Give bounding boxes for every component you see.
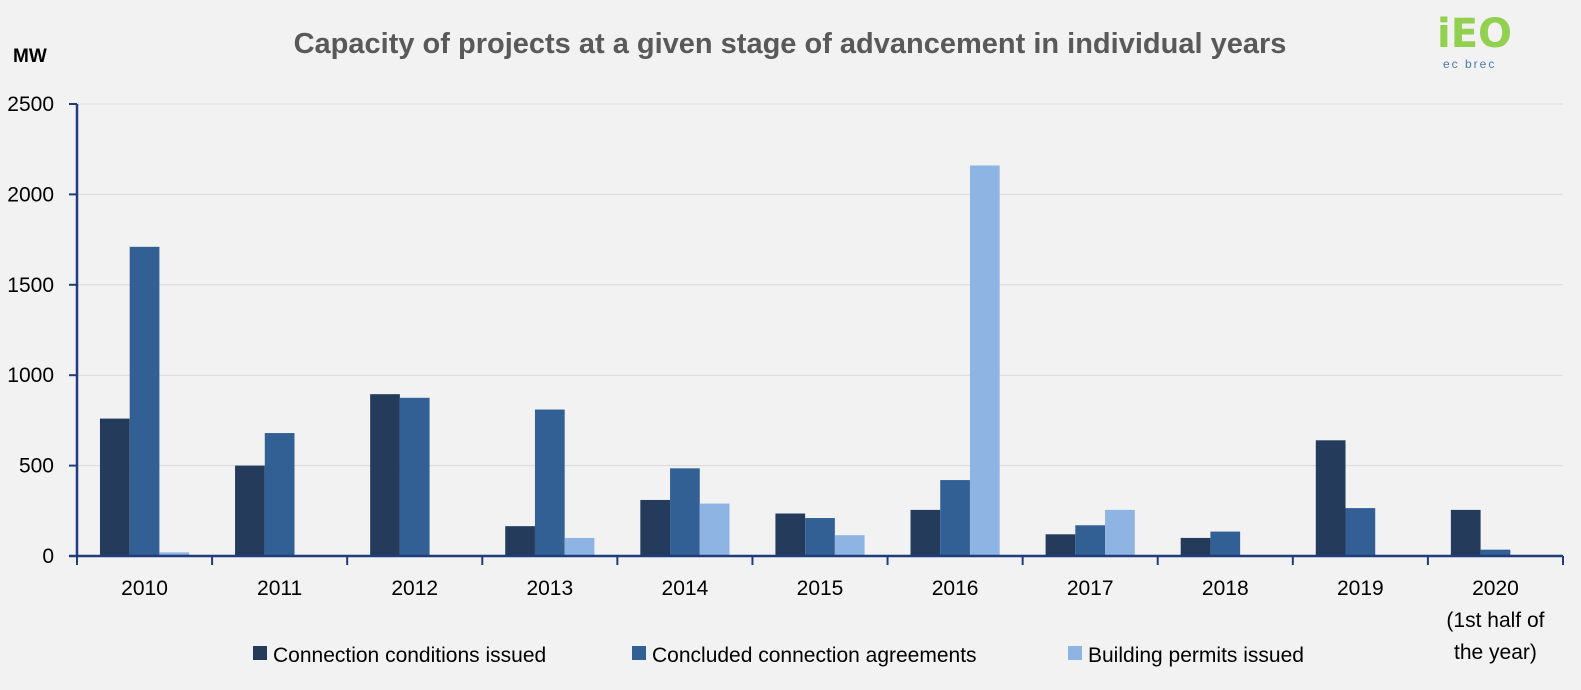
x-tick-label: 2011 bbox=[257, 577, 302, 600]
x-tick-label: 2020 bbox=[1472, 577, 1519, 600]
legend: Connection conditions issued Concluded co… bbox=[253, 644, 1304, 667]
x-tick-label: 2017 bbox=[1067, 577, 1114, 600]
bar bbox=[1210, 531, 1241, 556]
x-tick-label: (1st half of bbox=[1446, 609, 1544, 632]
x-tick-label: 2019 bbox=[1337, 577, 1384, 600]
gridlines bbox=[77, 103, 1563, 467]
x-tick-label: 2010 bbox=[121, 577, 168, 600]
bar bbox=[670, 468, 700, 556]
bar bbox=[564, 537, 595, 556]
bar bbox=[1345, 508, 1376, 556]
bar bbox=[1450, 509, 1481, 556]
bar bbox=[1180, 537, 1211, 556]
x-tick-label: 2018 bbox=[1202, 577, 1249, 600]
bar bbox=[969, 165, 1000, 557]
x-tick-label: 2013 bbox=[526, 577, 573, 600]
bar bbox=[640, 499, 671, 556]
chart-title: Capacity of projects at a given stage of… bbox=[294, 28, 1287, 60]
bar bbox=[370, 394, 400, 556]
legend-swatch bbox=[632, 646, 646, 660]
y-tick-label: 1000 bbox=[7, 364, 54, 387]
bar bbox=[1105, 509, 1135, 556]
bar bbox=[99, 418, 130, 556]
x-tick-label: 2014 bbox=[662, 577, 709, 600]
x-tick-label: 2016 bbox=[932, 577, 979, 600]
bar bbox=[159, 552, 190, 556]
bar bbox=[129, 246, 160, 556]
bar bbox=[805, 518, 835, 556]
bar bbox=[834, 535, 865, 556]
axes bbox=[69, 103, 1564, 565]
bar bbox=[775, 513, 806, 556]
logo-mark: iEO bbox=[1437, 11, 1512, 57]
y-tick-label: 2500 bbox=[7, 93, 54, 116]
bar bbox=[1075, 525, 1106, 556]
x-tick-label: 2015 bbox=[797, 577, 844, 600]
y-axis-unit-label: MW bbox=[13, 46, 47, 67]
bar bbox=[505, 526, 535, 556]
x-tick-label: 2012 bbox=[391, 577, 438, 600]
x-tick-labels: 2010 2011 2012 2013 2014 2015 2016 2017 2018 2019… bbox=[121, 577, 1544, 664]
bar bbox=[399, 397, 430, 556]
legend-label: Building permits issued bbox=[1088, 644, 1304, 667]
legend-swatch bbox=[1068, 646, 1082, 660]
bar bbox=[940, 480, 970, 556]
bar bbox=[910, 509, 941, 556]
bar bbox=[235, 465, 265, 556]
y-tick-label: 2000 bbox=[7, 183, 54, 206]
y-tick-labels: 0 500 1000 1500 2000 2500 bbox=[7, 93, 54, 568]
legend-label: Connection conditions issued bbox=[273, 644, 546, 667]
bar bbox=[1045, 534, 1076, 556]
bar bbox=[1315, 440, 1346, 556]
logo-subtitle: ec brec bbox=[1443, 57, 1496, 71]
bar bbox=[534, 409, 565, 556]
legend-swatch bbox=[253, 646, 267, 660]
bar bbox=[699, 503, 730, 556]
bar bbox=[264, 433, 295, 556]
y-tick-label: 1500 bbox=[7, 274, 54, 297]
x-tick-label: the year) bbox=[1454, 641, 1537, 664]
y-tick-label: 0 bbox=[42, 545, 54, 568]
y-tick-label: 500 bbox=[19, 455, 54, 478]
logo: iEO ec brec bbox=[1437, 11, 1512, 71]
bars bbox=[99, 165, 1511, 557]
legend-label: Concluded connection agreements bbox=[652, 644, 977, 667]
bar bbox=[1480, 549, 1511, 556]
